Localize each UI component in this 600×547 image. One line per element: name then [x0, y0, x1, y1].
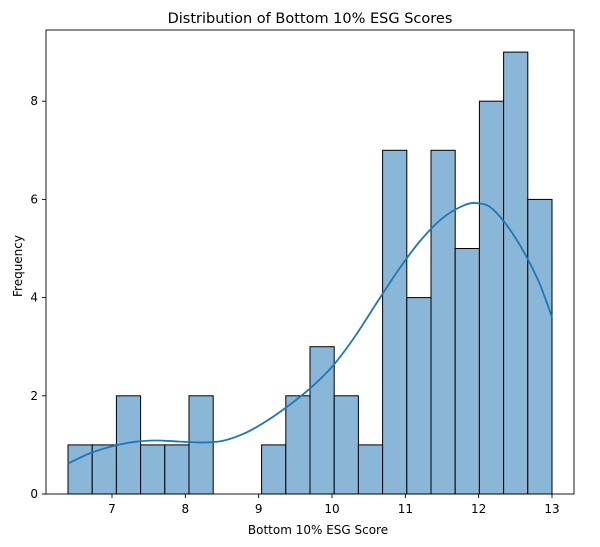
x-tick-label: 8 — [182, 502, 190, 516]
histogram-bar — [140, 444, 166, 495]
x-axis-ticks: 7 8 9 10 11 12 13 — [108, 494, 560, 516]
histogram-bar — [478, 100, 505, 495]
x-tick-label: 9 — [255, 502, 263, 516]
histogram-bar — [333, 395, 359, 495]
histogram-bar — [406, 297, 432, 495]
histogram-bar — [382, 149, 408, 495]
plot-frame — [45, 29, 575, 495]
histogram-bar — [261, 444, 287, 495]
y-axis-label: Frequency — [11, 235, 25, 297]
kde-line — [67, 202, 553, 465]
x-tick-label: 12 — [471, 502, 486, 516]
histogram-bar — [454, 247, 480, 495]
bars-group — [67, 51, 553, 495]
x-axis-label: Bottom 10% ESG Score — [248, 523, 388, 537]
histogram-bar — [357, 444, 384, 495]
histogram-bar — [527, 198, 553, 495]
x-tick-label: 7 — [108, 502, 116, 516]
chart-title: Distribution of Bottom 10% ESG Scores — [168, 11, 453, 27]
y-tick-label: 0 — [30, 487, 38, 501]
y-tick-label: 6 — [30, 192, 38, 206]
histogram-bar — [91, 444, 117, 495]
histogram-bar — [67, 444, 93, 495]
y-axis-ticks: 0 2 4 6 8 — [30, 94, 46, 501]
histogram-bar — [285, 395, 311, 495]
histogram-bar — [430, 149, 456, 495]
y-tick-label: 8 — [30, 94, 38, 108]
histogram-bar — [309, 346, 335, 495]
y-tick-label: 2 — [30, 389, 38, 403]
histogram-bar — [188, 395, 214, 495]
x-tick-label: 13 — [544, 502, 559, 516]
x-tick-label: 11 — [398, 502, 413, 516]
x-tick-label: 10 — [324, 502, 339, 516]
histogram-bar — [503, 51, 529, 495]
histogram-bar — [164, 444, 190, 495]
y-tick-label: 4 — [30, 291, 38, 305]
